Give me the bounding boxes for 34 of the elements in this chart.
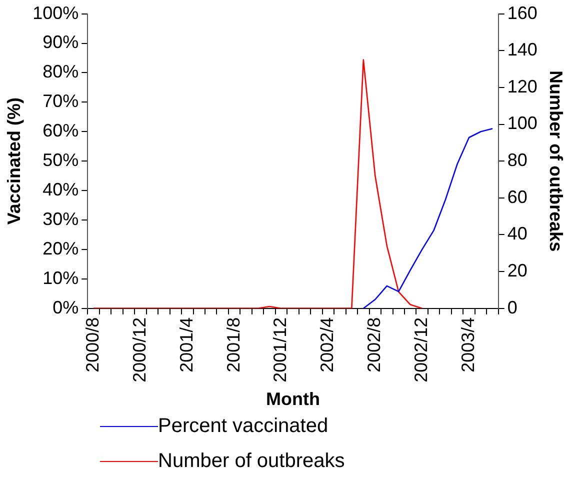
y-tick-label: 90% <box>42 32 79 52</box>
y-axis-title: Vaccinated (%) <box>4 98 24 225</box>
y-tick-label: 0% <box>52 297 79 318</box>
y-tick-label: 50% <box>42 150 79 170</box>
y2-tick-label: 160 <box>507 2 538 23</box>
y-tick-label: 60% <box>42 120 79 141</box>
y2-axis-title: Number of outbreaks <box>546 70 566 252</box>
legend-label: Percent vaccinated <box>158 415 328 438</box>
y-tick-label: 40% <box>42 179 79 200</box>
y2-tick-label: 120 <box>507 76 538 96</box>
y-tick-label: 100% <box>32 2 79 23</box>
x-tick-label: 2000/8 <box>82 317 102 372</box>
x-tick-label: 2002/8 <box>364 317 384 372</box>
y2-tick-label: 0 <box>507 297 518 318</box>
x-axis-title: Month <box>266 389 320 410</box>
x-tick-label: 2001/8 <box>223 317 244 372</box>
y-tick-label: 10% <box>42 268 79 288</box>
x-tick-label: 2003/4 <box>458 317 478 372</box>
x-tick-label: 2001/12 <box>270 317 290 382</box>
y-tick-label: 70% <box>42 91 79 112</box>
y-tick-label: 30% <box>42 208 79 229</box>
x-tick-label: 2000/12 <box>129 317 150 382</box>
legend-label: Number of outbreaks <box>158 450 345 473</box>
x-tick-label: 2002/12 <box>411 317 432 382</box>
y2-tick-label: 40 <box>507 224 528 244</box>
x-tick-label: 2002/4 <box>317 317 338 372</box>
y2-tick-label: 20 <box>507 260 528 280</box>
y2-tick-label: 60 <box>507 186 528 207</box>
y2-tick-label: 140 <box>507 40 538 60</box>
y2-tick-label: 80 <box>507 150 528 170</box>
y-tick-label: 20% <box>42 238 79 258</box>
y-tick-label: 80% <box>42 62 79 82</box>
x-tick-label: 2001/4 <box>176 317 196 372</box>
y2-tick-label: 100 <box>507 113 538 134</box>
